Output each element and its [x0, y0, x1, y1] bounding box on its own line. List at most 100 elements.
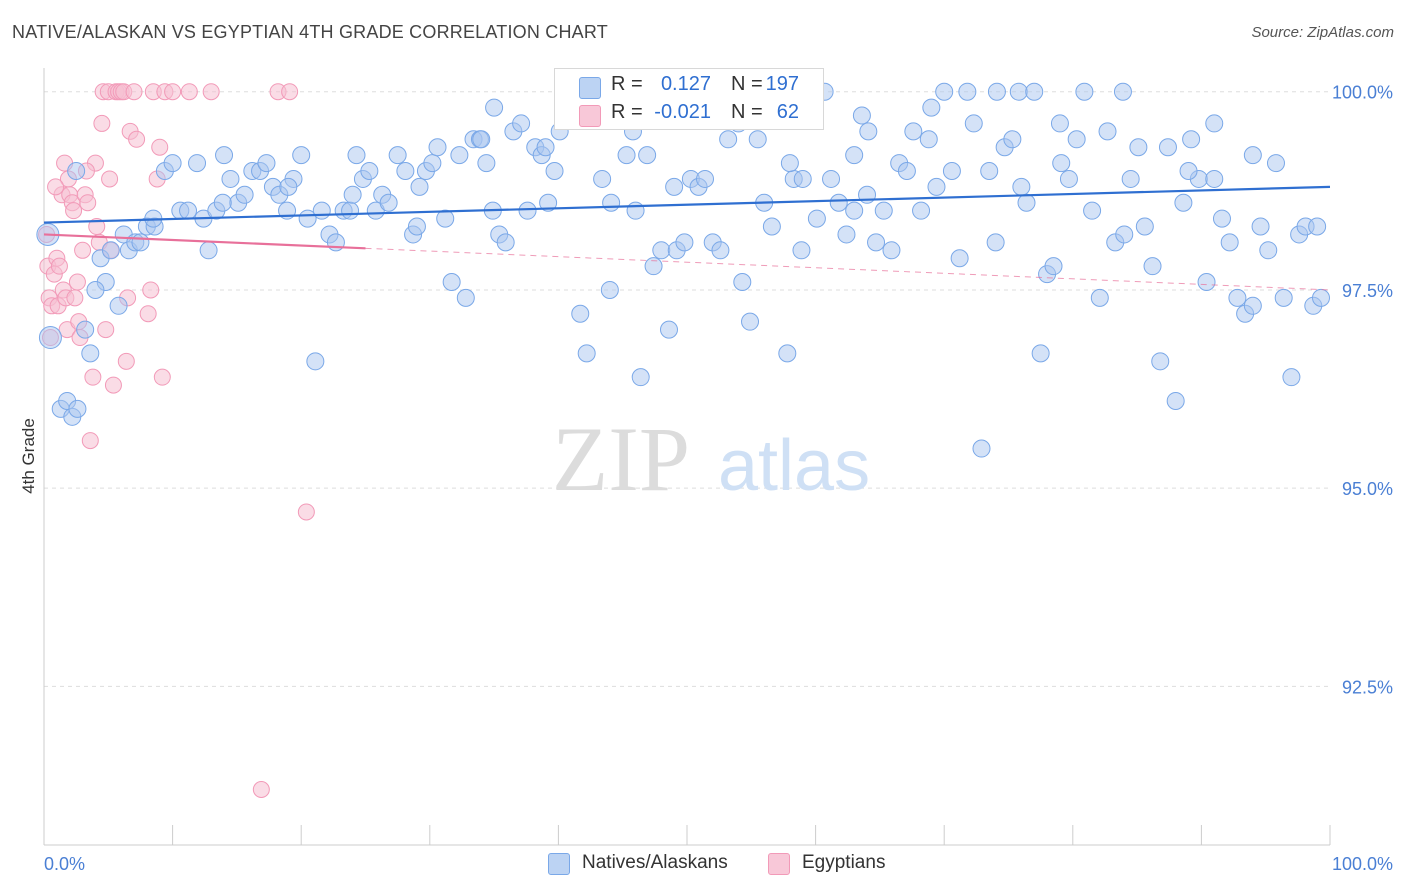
legend-r-value: -0.021 [654, 101, 711, 123]
natives-point [638, 146, 657, 165]
egyptians-point [68, 273, 86, 291]
natives-point [1012, 177, 1031, 196]
natives-point [1017, 193, 1036, 212]
legend-label-natives: Natives/Alaskans [582, 852, 728, 873]
natives-point [341, 201, 360, 220]
natives-point [919, 130, 938, 149]
natives-point [593, 169, 612, 188]
natives-point [1205, 169, 1224, 188]
natives-point [958, 82, 977, 101]
trend-lines [43, 185, 1331, 291]
natives-point [904, 122, 923, 141]
natives-point [807, 209, 826, 228]
natives-point [1143, 257, 1162, 276]
natives-point [927, 177, 946, 196]
egyptians-point [66, 289, 84, 307]
natives-point [1197, 273, 1216, 292]
natives-point [852, 106, 871, 125]
natives-point [1274, 288, 1293, 307]
natives-point [1212, 209, 1231, 228]
natives-point [793, 169, 812, 188]
natives-point [1025, 82, 1044, 101]
natives-point [428, 138, 447, 157]
natives-point [379, 193, 398, 212]
natives-point [964, 114, 983, 133]
natives-point [221, 169, 240, 188]
egyptians-point [58, 321, 76, 339]
legend-swatch-natives [548, 853, 570, 875]
egyptians-point [151, 138, 169, 156]
natives-point [631, 368, 650, 387]
natives-point [571, 304, 590, 323]
natives-point [1243, 146, 1262, 165]
natives-point [131, 233, 150, 252]
natives-point [980, 162, 999, 181]
natives-point [912, 201, 931, 220]
natives-point [512, 114, 531, 133]
legend-n-value: 62 [776, 101, 799, 123]
natives-point [1129, 138, 1148, 157]
legend-n-value: 197 [765, 73, 799, 95]
natives-point [859, 122, 878, 141]
natives-point [518, 201, 537, 220]
egyptians-point [104, 376, 122, 394]
y-tick-label: 97.5% [1342, 281, 1393, 301]
natives-point [1115, 225, 1134, 244]
natives-point [675, 233, 694, 252]
natives-point [1251, 217, 1270, 236]
natives-point [987, 82, 1006, 101]
natives-point [741, 312, 760, 331]
egyptians-point [74, 241, 92, 259]
egyptians-point [65, 202, 83, 220]
egyptians-point [128, 130, 146, 148]
natives-point [1135, 217, 1154, 236]
natives-point [733, 273, 752, 292]
natives-point [1003, 130, 1022, 149]
natives-point [536, 138, 555, 157]
natives-point [1311, 288, 1330, 307]
natives-point [67, 162, 86, 181]
natives-point [81, 344, 100, 363]
natives-point [897, 162, 916, 181]
natives-point [485, 98, 504, 117]
natives-point [837, 225, 856, 244]
natives-point [1044, 257, 1063, 276]
natives-point [942, 162, 961, 181]
natives-point [312, 201, 331, 220]
egyptians-point [252, 780, 270, 798]
natives-point [396, 162, 415, 181]
natives-point [257, 154, 276, 173]
natives-point [442, 273, 461, 292]
source-label: Source: ZipAtlas.com [1251, 24, 1394, 41]
natives-point [213, 193, 232, 212]
natives-point [778, 344, 797, 363]
y-axis-title: 4th Grade [19, 418, 38, 494]
legend-n-label: N = [731, 73, 763, 95]
natives-point [306, 352, 325, 371]
natives-point [1205, 114, 1224, 133]
egyptians-point [47, 178, 65, 196]
natives-points [36, 82, 1330, 458]
natives-point [1243, 296, 1262, 315]
natives-point [1009, 82, 1028, 101]
natives-point [829, 193, 848, 212]
egyptians-point [97, 321, 115, 339]
natives-point [407, 217, 426, 236]
egyptians-point [81, 432, 99, 450]
natives-point [343, 185, 362, 204]
egyptians-point [79, 194, 97, 212]
natives-point [496, 233, 515, 252]
natives-point [38, 326, 62, 350]
natives-point [450, 146, 469, 165]
natives-point [577, 344, 596, 363]
y-tick-label: 95.0% [1342, 479, 1393, 499]
egyptians-point [153, 368, 171, 386]
natives-point [867, 233, 886, 252]
natives-point [86, 280, 105, 299]
watermark: ZIP atlas [552, 408, 870, 510]
natives-point [1059, 169, 1078, 188]
natives-point [1179, 162, 1198, 181]
natives-point [845, 146, 864, 165]
natives-point [874, 201, 893, 220]
watermark-zip: ZIP [552, 408, 690, 510]
